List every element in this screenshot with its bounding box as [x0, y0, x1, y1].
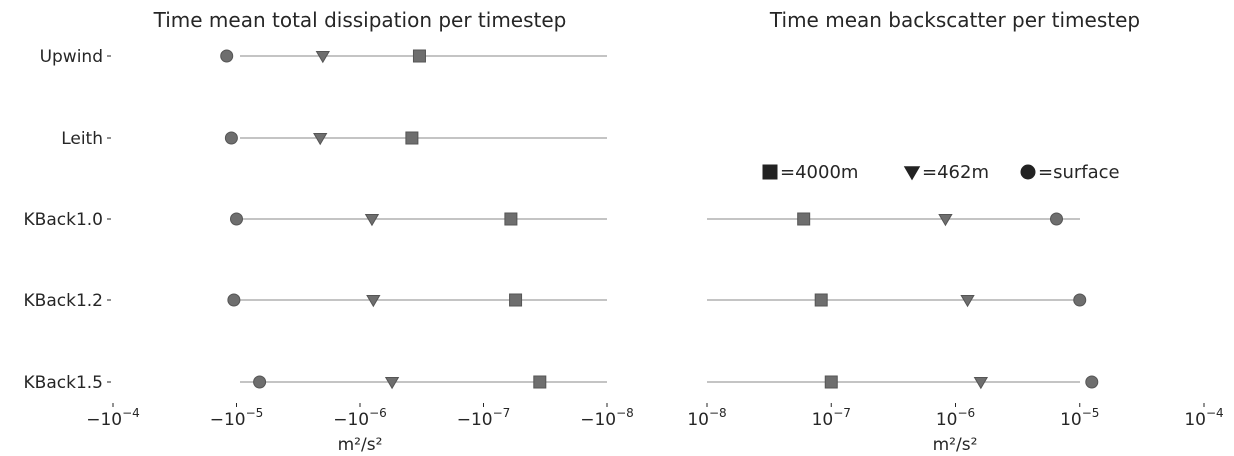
category-label: Upwind [40, 47, 103, 67]
dissipation-x-tick-base: −10 [210, 410, 246, 430]
backscatter-x-tick-label: 10−5 [1060, 406, 1099, 430]
backscatter-x-tick-label: 10−4 [1184, 406, 1223, 430]
legend-circle-marker [1020, 164, 1036, 180]
backscatter-x-tick-label: 10−8 [687, 406, 726, 430]
backscatter-4000m-marker [814, 293, 828, 307]
backscatter-x-tick-label: 10−6 [936, 406, 975, 430]
backscatter-462m-marker [973, 377, 989, 390]
legend-entry-label: =462m [922, 162, 989, 183]
backscatter-x-tick-label: 10−7 [812, 406, 851, 430]
dissipation-x-tick-base: −10 [86, 410, 122, 430]
dissipation-462m-marker [313, 133, 328, 146]
dissipation-462m-marker [315, 51, 330, 64]
legend-entry-label: =surface [1038, 162, 1120, 183]
dissipation-x-tick-exponent: −6 [369, 406, 387, 420]
dissipation-x-tick-base: −10 [580, 410, 616, 430]
backscatter-surface-marker [1073, 293, 1087, 307]
dissipation-x-tick-label: −10−6 [333, 406, 387, 430]
category-label: Leith [61, 129, 103, 149]
legend: =4000m =462m =surface [762, 162, 1120, 183]
backscatter-x-tick-base: 10 [1060, 410, 1082, 430]
dissipation-x-tick-label: −10−7 [457, 406, 511, 430]
dissipation-surface-marker [227, 293, 241, 307]
backscatter-x-tick-exponent: −6 [957, 406, 975, 420]
dissipation-x-tick-label: −10−4 [86, 406, 140, 430]
dissipation-x-tick-label: −10−5 [210, 406, 264, 430]
backscatter-462m-marker [960, 295, 975, 308]
dissipation-4000m-marker [533, 375, 547, 389]
dissipation-x-tick-exponent: −5 [246, 406, 264, 420]
dissipation-surface-marker [220, 49, 234, 63]
dissipation-462m-marker [366, 295, 381, 308]
backscatter-panel: Time mean backscatter per timestep m²/s²… [687, 8, 1223, 455]
legend-triangle-marker [903, 166, 921, 181]
legend-square-marker [762, 164, 778, 180]
backscatter-x-tick-exponent: −4 [1206, 406, 1224, 420]
dissipation-x-tick-exponent: −8 [616, 406, 634, 420]
dissipation-x-tick-exponent: −4 [122, 406, 140, 420]
backscatter-462m-marker [938, 214, 953, 227]
backscatter-surface-marker [1085, 375, 1099, 389]
category-label: KBack1.0 [24, 210, 103, 230]
backscatter-x-tick-exponent: −5 [1082, 406, 1100, 420]
dissipation-panel-title: Time mean total dissipation per timestep [153, 8, 567, 32]
dissipation-panel: Time mean total dissipation per timestep… [24, 8, 634, 455]
backscatter-x-axis-label: m²/s² [933, 435, 978, 455]
backscatter-x-tick-base: 10 [936, 410, 958, 430]
category-label: KBack1.2 [24, 291, 103, 311]
dissipation-4000m-marker [412, 49, 426, 63]
dissipation-x-axis-label: m²/s² [338, 435, 383, 455]
dissipation-surface-marker [230, 212, 243, 226]
dissipation-surface-marker [253, 375, 267, 389]
backscatter-x-tick-base: 10 [1184, 410, 1206, 430]
backscatter-x-tick-base: 10 [812, 410, 834, 430]
backscatter-x-tick-base: 10 [687, 410, 709, 430]
backscatter-x-tick-exponent: −7 [833, 406, 851, 420]
dissipation-x-tick-exponent: −7 [493, 406, 511, 420]
dissipation-x-tick-label: −10−8 [580, 406, 634, 430]
backscatter-surface-marker [1050, 212, 1064, 226]
legend-entry-label: =4000m [780, 162, 858, 183]
dissipation-surface-marker [224, 131, 238, 145]
dissipation-462m-marker [384, 377, 400, 390]
dissipation-4000m-marker [504, 212, 518, 226]
dissipation-x-tick-base: −10 [457, 410, 493, 430]
dissipation-4000m-marker [509, 293, 523, 307]
category-label: KBack1.5 [24, 373, 103, 393]
backscatter-4000m-marker [797, 212, 811, 226]
dissipation-4000m-marker [405, 131, 419, 145]
dissipation-462m-marker [364, 214, 380, 227]
backscatter-x-tick-exponent: −8 [709, 406, 727, 420]
backscatter-4000m-marker [824, 375, 838, 389]
dissipation-x-tick-base: −10 [333, 410, 369, 430]
backscatter-panel-title: Time mean backscatter per timestep [769, 8, 1140, 32]
